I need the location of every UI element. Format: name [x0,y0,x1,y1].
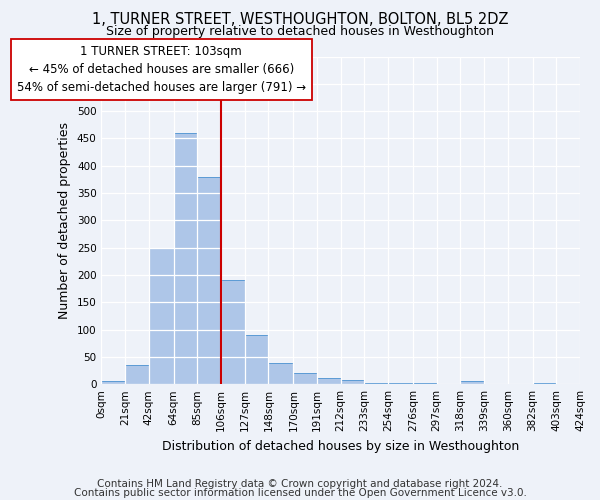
Y-axis label: Number of detached properties: Number of detached properties [58,122,71,319]
Bar [149,248,173,384]
Bar [364,382,388,384]
Bar [413,382,437,384]
X-axis label: Distribution of detached houses by size in Westhoughton: Distribution of detached houses by size … [162,440,520,452]
Bar [268,364,293,384]
Bar [173,133,197,384]
Bar [341,380,364,384]
Text: 1, TURNER STREET, WESTHOUGHTON, BOLTON, BL5 2DZ: 1, TURNER STREET, WESTHOUGHTON, BOLTON, … [92,12,508,28]
Bar [245,335,268,384]
Bar [460,382,484,384]
Bar [101,382,125,384]
Text: Size of property relative to detached houses in Westhoughton: Size of property relative to detached ho… [106,25,494,38]
Text: Contains HM Land Registry data © Crown copyright and database right 2024.: Contains HM Land Registry data © Crown c… [97,479,503,489]
Bar [221,280,245,384]
Text: Contains public sector information licensed under the Open Government Licence v3: Contains public sector information licen… [74,488,526,498]
Bar [317,378,341,384]
Bar [388,382,413,384]
Bar [293,374,317,384]
Text: 1 TURNER STREET: 103sqm
← 45% of detached houses are smaller (666)
54% of semi-d: 1 TURNER STREET: 103sqm ← 45% of detache… [17,45,306,94]
Bar [125,365,149,384]
Bar [533,382,556,384]
Bar [197,176,221,384]
